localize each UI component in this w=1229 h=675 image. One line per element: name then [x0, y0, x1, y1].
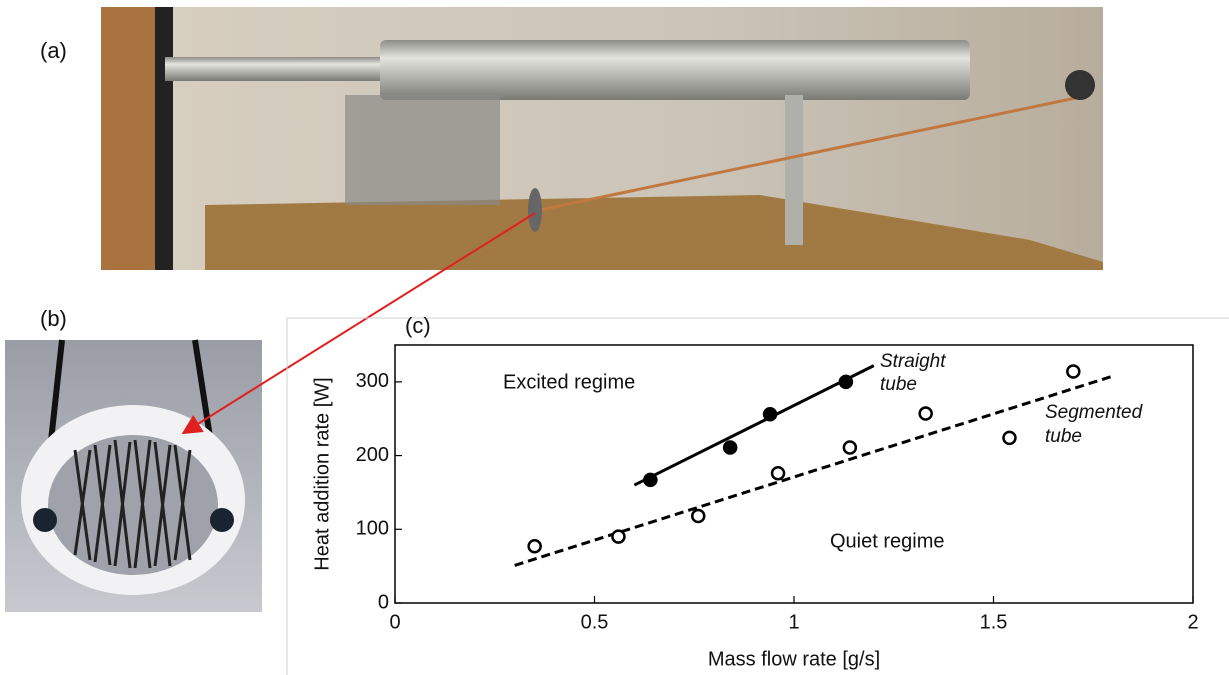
data-point — [762, 407, 778, 422]
data-point — [1002, 430, 1017, 446]
photo-a — [101, 7, 1103, 270]
data-point — [527, 538, 542, 554]
y-tick-label: 0 — [378, 591, 389, 613]
x-axis-label: Mass flow rate [g/s] — [708, 648, 880, 670]
y-tick-label: 200 — [356, 444, 389, 466]
x-tick-label: 0.5 — [581, 611, 609, 633]
x-tick-label: 2 — [1187, 611, 1198, 633]
data-point — [1066, 364, 1081, 379]
data-point — [611, 529, 626, 544]
y-tick-label: 100 — [356, 518, 389, 540]
annotation: Segmented — [1045, 402, 1144, 423]
fit-line — [514, 374, 1114, 567]
photo-b — [5, 339, 262, 612]
annotation: tube — [880, 374, 917, 395]
data-point — [643, 472, 658, 488]
panel-label: (b) — [40, 306, 67, 331]
annotation: Quiet regime — [830, 530, 945, 552]
x-tick-label: 1.5 — [980, 611, 1008, 633]
data-point — [690, 508, 706, 524]
data-point — [842, 440, 858, 455]
x-tick-label: 1 — [788, 611, 799, 633]
data-point — [722, 440, 738, 455]
annotation: Straight — [880, 351, 946, 372]
panel-label: (a) — [40, 38, 67, 63]
fit-line — [633, 364, 875, 487]
y-axis-label: Heat addition rate [W] — [311, 377, 333, 570]
data-point — [918, 406, 933, 421]
y-tick-label: 300 — [356, 370, 389, 392]
pointer-arrow — [181, 212, 536, 435]
data-point — [770, 466, 786, 481]
panel-label: (c) — [405, 313, 431, 338]
x-tick-label: 0 — [389, 611, 400, 633]
annotation: Excited regime — [503, 371, 635, 393]
annotation: tube — [1045, 426, 1082, 447]
data-point — [838, 374, 854, 390]
